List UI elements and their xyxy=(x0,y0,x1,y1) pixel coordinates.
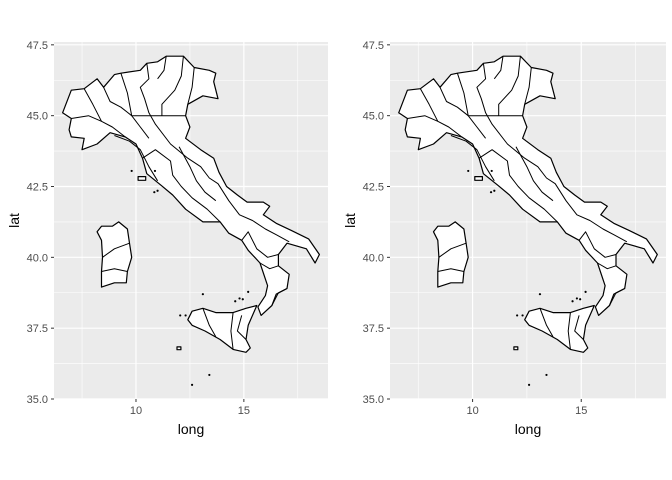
islet xyxy=(527,383,531,386)
region-boundary xyxy=(597,262,617,270)
islet xyxy=(201,293,204,296)
region-boundary xyxy=(142,149,221,223)
x-tick-label: 10 xyxy=(130,405,142,417)
islet xyxy=(208,373,211,377)
region-boundary xyxy=(157,56,167,80)
region-boundary xyxy=(236,315,247,340)
region-boundary xyxy=(120,73,150,139)
region-boundary xyxy=(456,73,486,139)
region-boundary xyxy=(102,242,130,258)
map-panel-1: 10 15 35.0 37.5 40.0 42.5 45.0 47.5 long lat xyxy=(6,40,328,437)
region-boundary xyxy=(71,115,102,122)
islet xyxy=(489,191,493,194)
islet xyxy=(234,300,237,303)
region-pantelleria xyxy=(176,346,182,351)
map-panel-2: 10 15 35.0 37.5 40.0 42.5 45.0 47.5 long lat xyxy=(342,40,666,437)
region-boundary xyxy=(574,315,584,340)
region-boundary xyxy=(524,67,532,105)
region-boundary xyxy=(230,312,234,350)
islet xyxy=(130,169,133,173)
x-tick-label: 15 xyxy=(238,405,250,417)
region-boundary xyxy=(478,149,558,223)
y-tick-label: 35.0 xyxy=(27,394,48,406)
region-elba xyxy=(474,176,483,181)
islet xyxy=(545,373,548,377)
region-boundary xyxy=(178,146,217,202)
region-boundary xyxy=(259,262,279,270)
region-boundary xyxy=(539,308,554,337)
region-boundary xyxy=(271,288,288,306)
islet xyxy=(247,290,250,293)
islet xyxy=(521,314,524,317)
region-boundary xyxy=(438,242,467,258)
region-boundary xyxy=(476,63,628,243)
y-tick-label: 42.5 xyxy=(27,182,48,194)
y-tick-label: 45.0 xyxy=(27,111,48,123)
x-tick-label: 10 xyxy=(466,405,478,417)
islet xyxy=(190,383,194,386)
x-axis-title: long xyxy=(515,421,541,437)
region-boundary xyxy=(609,288,625,306)
region-pantelleria xyxy=(513,346,519,351)
region-boundary xyxy=(139,63,290,243)
islet xyxy=(156,189,159,192)
y-tick-label: 35.0 xyxy=(363,394,384,406)
y-tick-label: 45.0 xyxy=(363,111,384,123)
islet xyxy=(584,290,587,293)
islet xyxy=(490,169,493,173)
islet xyxy=(184,314,187,317)
region-boundary xyxy=(437,268,465,272)
islet xyxy=(467,169,470,173)
region-sicily xyxy=(524,304,595,353)
islet xyxy=(538,293,542,296)
region-boundary xyxy=(241,231,279,258)
region-boundary xyxy=(515,146,554,202)
y-tick-label: 47.5 xyxy=(27,40,48,52)
region-boundary xyxy=(578,231,617,258)
region-sardinia xyxy=(432,221,469,288)
islet xyxy=(241,298,244,301)
region-mainland xyxy=(61,55,320,316)
islet xyxy=(516,314,519,317)
islet xyxy=(575,297,578,300)
y-tick-label: 40.0 xyxy=(363,252,384,264)
x-tick-label: 15 xyxy=(575,405,587,417)
y-tick-label: 37.5 xyxy=(363,323,384,335)
region-elba xyxy=(137,176,147,181)
region-boundary xyxy=(498,56,521,116)
islet xyxy=(153,191,156,194)
region-boundary xyxy=(493,56,504,80)
islet xyxy=(179,314,182,317)
region-boundary xyxy=(407,115,438,122)
y-tick-label: 42.5 xyxy=(363,182,384,194)
region-mainland xyxy=(398,55,658,316)
y-tick-label: 47.5 xyxy=(363,40,384,52)
y-axis-title: lat xyxy=(6,213,22,228)
y-axis-title: lat xyxy=(342,213,358,228)
region-boundary xyxy=(161,56,184,116)
region-sicily xyxy=(187,304,258,353)
islet xyxy=(571,300,574,303)
islet xyxy=(579,298,582,301)
region-boundary xyxy=(101,268,128,272)
region-boundary xyxy=(450,135,495,182)
region-boundary xyxy=(187,67,195,105)
islet xyxy=(238,297,241,300)
region-boundary xyxy=(567,312,571,350)
y-tick-label: 37.5 xyxy=(27,323,48,335)
x-axis-title: long xyxy=(178,421,204,437)
islet xyxy=(153,169,157,173)
y-tick-label: 40.0 xyxy=(27,252,48,264)
region-sardinia xyxy=(96,221,133,288)
region-boundary xyxy=(202,308,217,337)
region-boundary xyxy=(114,135,159,182)
islet xyxy=(493,189,496,192)
